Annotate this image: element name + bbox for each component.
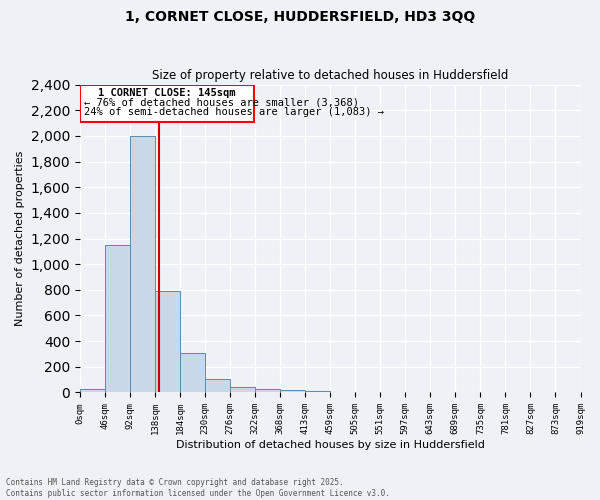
Text: 24% of semi-detached houses are larger (1,083) →: 24% of semi-detached houses are larger (… <box>84 107 384 117</box>
Title: Size of property relative to detached houses in Huddersfield: Size of property relative to detached ho… <box>152 69 508 82</box>
Bar <box>80 388 104 392</box>
Bar <box>305 390 330 392</box>
Text: Contains HM Land Registry data © Crown copyright and database right 2025.
Contai: Contains HM Land Registry data © Crown c… <box>6 478 390 498</box>
Bar <box>230 386 255 392</box>
Bar <box>180 354 205 393</box>
Y-axis label: Number of detached properties: Number of detached properties <box>15 151 25 326</box>
FancyBboxPatch shape <box>80 84 254 122</box>
X-axis label: Distribution of detached houses by size in Huddersfield: Distribution of detached houses by size … <box>176 440 485 450</box>
Bar <box>105 245 130 392</box>
Bar <box>205 379 230 392</box>
Bar <box>155 291 180 392</box>
Text: 1 CORNET CLOSE: 145sqm: 1 CORNET CLOSE: 145sqm <box>98 88 236 98</box>
Text: 1, CORNET CLOSE, HUDDERSFIELD, HD3 3QQ: 1, CORNET CLOSE, HUDDERSFIELD, HD3 3QQ <box>125 10 475 24</box>
Bar <box>130 136 155 392</box>
Text: ← 76% of detached houses are smaller (3,368): ← 76% of detached houses are smaller (3,… <box>84 98 359 108</box>
Bar <box>280 390 305 392</box>
Bar <box>256 388 280 392</box>
